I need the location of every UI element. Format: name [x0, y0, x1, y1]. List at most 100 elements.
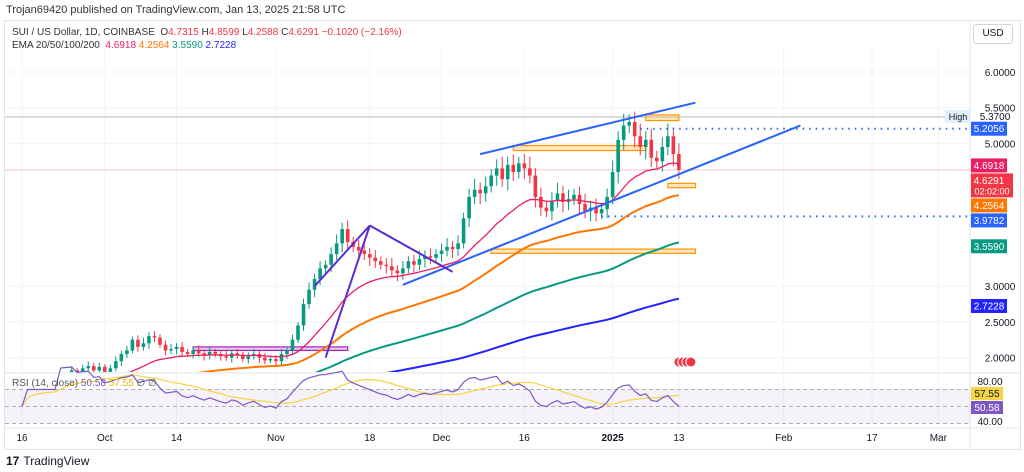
ema100-value: 3.5590	[172, 40, 203, 51]
candle-body	[75, 370, 79, 372]
candle-body	[163, 344, 168, 351]
candle-body	[555, 193, 560, 201]
zone-rect	[667, 182, 697, 189]
candle-body	[202, 353, 206, 356]
time-tick-label: Oct	[97, 433, 113, 444]
price-label: 4.6918	[974, 161, 1005, 172]
ema50-value: 4.2564	[138, 40, 170, 51]
price-tick-label: 5.0000	[985, 139, 1016, 150]
candle-body	[643, 139, 648, 147]
candle-body	[528, 168, 532, 176]
candle-body	[356, 246, 361, 251]
candle-body	[483, 186, 488, 194]
high-label: H	[201, 27, 209, 38]
candle-body	[69, 370, 74, 372]
time-tick-label: Dec	[433, 433, 451, 444]
ema-label[interactable]: EMA 20/50/100/200	[12, 40, 100, 51]
published-caption: Trojan69420 published on TradingView.com…	[6, 4, 346, 16]
candle-body	[213, 351, 217, 355]
ema-row: EMA 20/50/100/200 4.6918 4.2564 3.5590 2…	[12, 39, 402, 52]
rsi-extra: ∅ ∅	[136, 378, 157, 389]
rsi-tick-label: 80.00	[977, 377, 1002, 388]
time-tick-label: Nov	[267, 433, 285, 444]
price-label-bg	[971, 239, 1007, 254]
event-flag-icon	[685, 356, 697, 368]
candle-body	[539, 196, 543, 208]
candle-body	[345, 229, 350, 242]
time-tick-label: 17	[867, 433, 879, 444]
symbol-title[interactable]: SUI / US Dollar, 1D, COINBASE	[12, 27, 155, 38]
price-label-bg	[971, 173, 1013, 198]
candle-body	[91, 366, 96, 371]
candle-body	[268, 359, 273, 361]
candle-body	[307, 289, 311, 305]
candle-body	[649, 139, 654, 158]
tradingview-logo[interactable]: 17 TradingView	[6, 454, 89, 468]
candle-body	[500, 168, 505, 180]
candle-body	[152, 336, 157, 338]
candle-body	[412, 261, 416, 265]
rsi-label[interactable]: RSI (14, close)	[12, 378, 79, 389]
close-label: C	[281, 27, 289, 38]
candle-body	[594, 207, 598, 214]
rsi-value: 50.58	[80, 378, 106, 389]
candle-body	[274, 359, 278, 362]
candle-body	[599, 209, 604, 214]
candle-body	[666, 136, 670, 147]
candle-body	[196, 350, 201, 354]
candle-body	[406, 261, 411, 269]
candle-body	[461, 218, 466, 244]
price-label: 3.9782	[974, 216, 1005, 227]
candle-body	[655, 157, 659, 162]
candle-body	[621, 125, 626, 140]
high-tag: High	[949, 112, 968, 122]
price-label-bg	[971, 158, 1007, 173]
rsi-ma-value: 57.55	[108, 378, 134, 389]
candle-body	[494, 168, 499, 176]
candle-body	[522, 163, 527, 169]
rsi-line	[21, 366, 680, 410]
ema50-line	[197, 194, 680, 372]
price-label: 3.5590	[974, 242, 1005, 253]
time-tick-label: 13	[673, 433, 685, 444]
candle-body	[185, 351, 190, 355]
high-value: 4.8599	[208, 27, 240, 38]
time-tick-label: 18	[364, 433, 376, 444]
candle-body	[103, 366, 107, 372]
high-tag-bg	[945, 109, 971, 123]
candle-body	[434, 254, 438, 258]
candle-body	[384, 264, 389, 267]
zone-rect	[490, 248, 697, 254]
candle-body	[323, 264, 328, 269]
candle-body	[108, 368, 113, 372]
candle-body	[660, 146, 665, 162]
candle-body	[147, 336, 151, 344]
price-label: 4.2564	[974, 201, 1005, 212]
candle-body	[671, 136, 676, 155]
candle-body	[638, 136, 643, 147]
candle-body	[445, 246, 449, 251]
time-tick-label: 16	[16, 433, 28, 444]
zone-rect	[645, 114, 680, 122]
countdown-label: 02:02:00	[974, 186, 1009, 196]
candle-body	[450, 246, 455, 250]
candle-body	[395, 270, 400, 274]
candle-body	[80, 368, 85, 372]
rsi-legend: RSI (14, close) 50.58 57.55 ∅ ∅	[12, 378, 157, 389]
price-label-bg	[971, 298, 1007, 313]
candle-body	[456, 243, 460, 250]
price-label-bg	[971, 121, 1007, 136]
candle-body	[627, 121, 631, 126]
candle-body	[417, 259, 422, 265]
flag-line	[324, 225, 371, 358]
candle-body	[318, 268, 322, 280]
candle-body	[340, 229, 344, 244]
ema200-line	[386, 297, 680, 372]
rsi-tick-label: 40.00	[977, 417, 1002, 428]
price-label-bg	[971, 213, 1007, 228]
currency-button[interactable]: USD	[973, 24, 1013, 44]
time-tick-label: Mar	[930, 433, 948, 444]
candle-body	[561, 193, 565, 202]
candle-body	[550, 200, 554, 212]
